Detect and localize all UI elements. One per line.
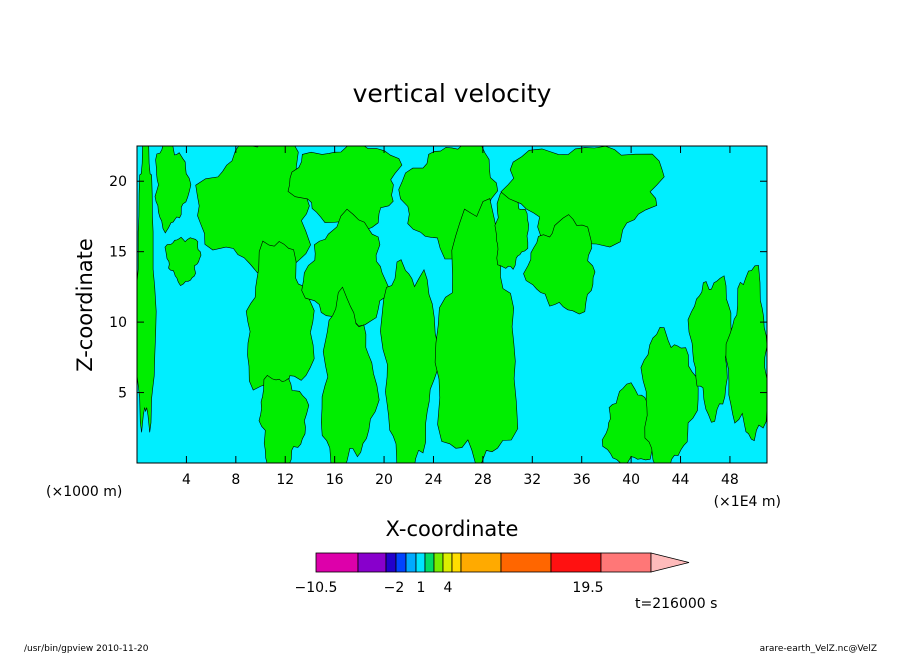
colorbar-segment	[357, 552, 387, 573]
positive-region	[154, 146, 192, 234]
y-tick-label: 15	[109, 245, 127, 261]
colorbar-label: −2	[384, 580, 405, 596]
colorbar-segment	[395, 552, 407, 573]
colorbar-labels: −10.5 −2 1 4 19.5	[295, 580, 604, 596]
x-tick-label: 48	[721, 472, 739, 488]
colorbar-segment	[385, 552, 397, 573]
colorbar-segment	[600, 552, 652, 573]
colorbar-segment	[405, 552, 417, 573]
y-tick-label: 20	[109, 174, 127, 190]
colorbar-segment	[500, 552, 552, 573]
colorbar-arrow	[650, 552, 690, 573]
colorbar-label: 4	[444, 580, 453, 596]
colorbar-segment	[315, 552, 359, 573]
x-axis-label: X-coordinate	[386, 517, 519, 541]
x-scale-label: (×1E4 m)	[714, 494, 781, 510]
y-tick-label: 10	[109, 315, 127, 331]
x-axis-ticks: 4 8 12 16 20 24 28 32 36 40 44 48	[182, 146, 739, 488]
colorbar-label: 19.5	[572, 580, 603, 596]
colorbar-segment	[550, 552, 602, 573]
x-tick-label: 24	[425, 472, 443, 488]
x-tick-label: 40	[622, 472, 640, 488]
positive-region	[320, 286, 380, 463]
x-tick-label: 44	[672, 472, 690, 488]
positive-region	[500, 146, 665, 248]
positive-region	[640, 327, 699, 463]
footer-right: arare-earth_VelZ.nc@VelZ	[760, 644, 877, 654]
footer-left: /usr/bin/gpview 2010-11-20	[24, 644, 149, 654]
x-tick-label: 36	[573, 472, 591, 488]
plot-area	[136, 145, 768, 464]
y-tick-label: 5	[118, 386, 127, 402]
positive-region	[137, 146, 157, 433]
colorbar-segment	[460, 552, 502, 573]
positive-region	[523, 214, 596, 315]
positive-region	[380, 259, 440, 463]
positive-region	[601, 382, 661, 463]
x-tick-label: 28	[474, 472, 492, 488]
colorbar-segment	[442, 552, 453, 573]
colorbar-segment	[433, 552, 444, 573]
x-tick-label: 16	[326, 472, 344, 488]
x-tick-label: 32	[523, 472, 541, 488]
colorbar	[315, 552, 690, 573]
positive-region	[258, 374, 310, 463]
positive-region	[687, 275, 732, 423]
x-tick-label: 12	[276, 472, 294, 488]
x-tick-label: 20	[375, 472, 393, 488]
positive-region	[725, 265, 767, 442]
chart-title: vertical velocity	[353, 79, 552, 108]
y-axis-label: Z-coordinate	[73, 238, 97, 372]
colorbar-segment	[415, 552, 426, 573]
positive-region	[245, 240, 315, 394]
colorbar-label: 1	[417, 580, 426, 596]
colorbar-segment	[451, 552, 462, 573]
positive-region	[287, 146, 403, 233]
colorbar-segment	[424, 552, 435, 573]
y-axis-ticks: 5 10 15 20	[109, 174, 767, 402]
x-unit-label: (×1000 m)	[46, 484, 122, 500]
time-label: t=216000 s	[635, 596, 717, 612]
x-tick-label: 4	[182, 472, 191, 488]
positive-velocity-regions	[137, 146, 767, 463]
plot-frame	[136, 145, 768, 464]
positive-region	[301, 208, 390, 327]
positive-region	[164, 236, 202, 287]
colorbar-label: −10.5	[295, 580, 338, 596]
x-tick-label: 8	[231, 472, 240, 488]
